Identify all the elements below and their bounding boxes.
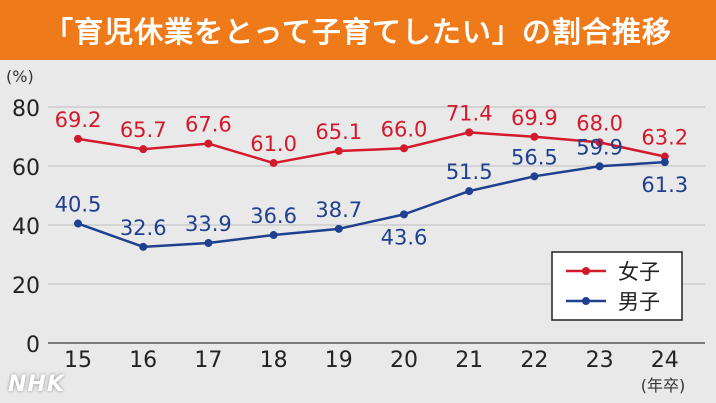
data-label-female: 65.1 xyxy=(315,120,362,144)
y-tick-label: 80 xyxy=(12,97,40,122)
data-label-male: 36.6 xyxy=(250,204,297,228)
series-line-female xyxy=(77,131,666,165)
data-point-female xyxy=(660,152,669,161)
x-axis-unit: (年卒) xyxy=(641,376,686,395)
data-label-male: 59.9 xyxy=(576,135,623,159)
x-tick-label: 23 xyxy=(586,348,614,373)
data-point-female xyxy=(400,144,408,153)
data-label-male: 56.5 xyxy=(511,145,558,169)
data-point-male xyxy=(139,242,148,251)
data-point-male xyxy=(74,219,82,228)
legend-marker-male xyxy=(582,297,590,305)
data-label-male: 61.3 xyxy=(641,173,688,197)
data-label-male: 38.7 xyxy=(315,198,362,222)
data-point-male xyxy=(465,187,474,196)
data-point-female xyxy=(465,128,474,137)
data-label-female: 65.7 xyxy=(120,118,167,142)
y-tick-label: 60 xyxy=(12,156,40,181)
legend-label-female: 女子 xyxy=(618,260,660,284)
data-point-female xyxy=(74,134,82,143)
data-point-male xyxy=(595,162,604,171)
data-label-female: 69.9 xyxy=(511,106,558,130)
data-point-female xyxy=(530,132,539,141)
chart-title: 「育児休業をとって子育てしたい」の割合推移 xyxy=(44,15,672,49)
legend-marker-female xyxy=(582,267,590,275)
data-label-female: 61.0 xyxy=(250,132,297,156)
y-axis-unit: (%) xyxy=(6,67,34,86)
data-label-male: 43.6 xyxy=(381,225,428,249)
data-point-male xyxy=(400,210,408,219)
data-label-female: 71.4 xyxy=(446,101,493,125)
data-label-male: 32.6 xyxy=(120,216,167,240)
x-tick-label: 21 xyxy=(455,348,483,373)
legend-label-male: 男子 xyxy=(618,290,660,314)
x-tick-label: 24 xyxy=(651,348,679,373)
x-tick-label: 15 xyxy=(64,348,92,373)
nhk-logo: NHK xyxy=(8,372,65,397)
x-tick-label: 18 xyxy=(260,348,288,373)
data-label-male: 51.5 xyxy=(446,160,493,184)
data-label-female: 69.2 xyxy=(55,108,102,132)
data-label-male: 40.5 xyxy=(55,193,102,217)
data-label-female: 66.0 xyxy=(381,117,428,141)
x-tick-label: 16 xyxy=(129,348,157,373)
data-point-male xyxy=(269,231,278,240)
x-tick-label: 17 xyxy=(194,348,222,373)
y-tick-label: 40 xyxy=(12,215,40,240)
data-point-female xyxy=(269,159,278,168)
data-point-male xyxy=(334,224,343,233)
data-point-female xyxy=(595,138,604,147)
data-point-female xyxy=(204,139,213,148)
data-point-male xyxy=(660,158,669,167)
data-point-male xyxy=(204,238,213,247)
data-point-male xyxy=(530,172,539,181)
y-tick-label: 20 xyxy=(12,274,40,299)
series-line-male xyxy=(77,160,665,249)
x-tick-label: 20 xyxy=(390,348,418,373)
data-label-female: 63.2 xyxy=(641,126,688,150)
x-tick-label: 22 xyxy=(520,348,548,373)
data-point-female xyxy=(334,146,343,155)
y-tick-label: 0 xyxy=(26,333,40,358)
data-label-female: 68.0 xyxy=(576,111,623,135)
data-label-female: 67.6 xyxy=(185,113,232,137)
legend-box xyxy=(551,251,683,321)
data-label-male: 33.9 xyxy=(185,212,232,236)
title-bar: 「育児休業をとって子育てしたい」の割合推移 xyxy=(0,0,716,60)
data-point-female xyxy=(139,145,148,154)
x-tick-label: 19 xyxy=(325,348,353,373)
